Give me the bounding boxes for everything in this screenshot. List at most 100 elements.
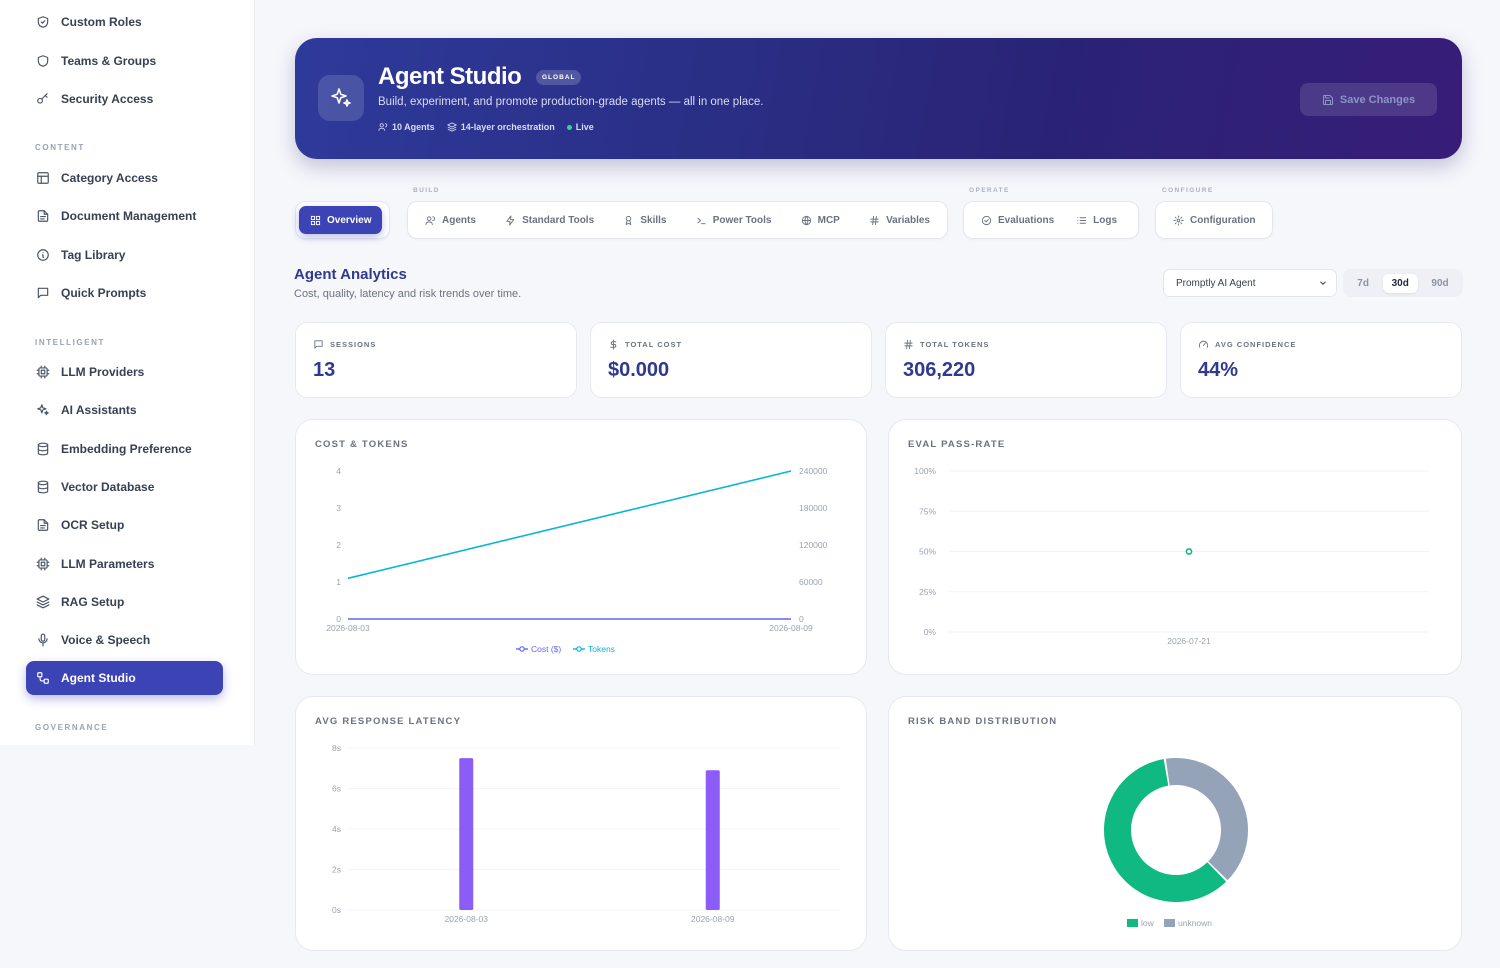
tab-label: Logs (1093, 214, 1118, 226)
chevron-down-icon (1320, 281, 1326, 285)
tab-mcp[interactable]: MCP (790, 206, 851, 234)
range-option-7d[interactable]: 7d (1357, 277, 1369, 289)
layers-icon (35, 594, 51, 610)
award-icon (623, 215, 634, 226)
save-changes-label: Save Changes (1339, 93, 1416, 106)
terminal-icon (696, 215, 707, 226)
range-option-90d[interactable]: 90d (1431, 277, 1449, 289)
message-icon (313, 339, 324, 350)
analytics-title: Agent Analytics (294, 266, 407, 283)
page-title: Agent Studio (378, 63, 522, 90)
agent-select-value: Promptly AI Agent (1176, 277, 1256, 289)
sidebar-item-quick-prompts[interactable]: Quick Prompts (26, 276, 223, 310)
y-right-tick: 0 (799, 614, 804, 624)
sidebar-item-tag-library[interactable]: Tag Library (26, 238, 223, 272)
legend-swatch-unknown (1164, 919, 1175, 927)
chart-card-latency: AVG RESPONSE LATENCY 0s 2s 4s 6s 8s 2026-08-0… (295, 696, 867, 951)
kpi-value: $0.000 (608, 359, 670, 381)
agent-select[interactable]: Promptly AI Agent (1163, 269, 1337, 297)
sidebar-item-label: Category Access (61, 171, 158, 185)
sidebar-item-label: Embedding Preference (61, 441, 192, 456)
tab-overview[interactable]: Overview (299, 206, 383, 234)
legend-tokens-marker (576, 646, 582, 652)
section-label-intelligent: INTELLIGENT (35, 338, 106, 347)
layout-icon (35, 170, 51, 186)
sidebar-item-label: Quick Prompts (61, 285, 147, 300)
tab-power-tools[interactable]: Power Tools (685, 206, 783, 234)
y-right-tick: 240000 (799, 466, 828, 476)
save-changes-button[interactable]: Save Changes (1300, 83, 1437, 116)
sidebar-item-label: RAG Setup (61, 594, 125, 609)
range-option-30d[interactable]: 30d (1382, 273, 1418, 293)
tab-label: MCP (817, 214, 840, 226)
sidebar-item-label: Agent Studio (61, 671, 136, 686)
sidebar-item-label: Voice & Speech (61, 633, 151, 648)
range-toggle: 7d 30d 90d (1343, 269, 1463, 297)
tab-agents[interactable]: Agents (414, 206, 487, 234)
cpu-icon (35, 556, 51, 572)
kpi-value: 13 (313, 359, 336, 381)
sparkles-icon (318, 75, 364, 121)
sidebar-item-teams-groups[interactable]: Teams & Groups (26, 44, 223, 78)
kpi-value: 44% (1198, 359, 1239, 381)
tab-group-label-build: BUILD (413, 187, 440, 194)
tab-group-label-operate: OPERATE (969, 187, 1010, 194)
sidebar-item-voice-speech[interactable]: Voice & Speech (26, 623, 223, 657)
hero-banner: Agent Studio GLOBAL Build, experiment, a… (295, 38, 1462, 159)
y-tick: 25% (919, 587, 936, 597)
tab-label: Skills (640, 214, 667, 226)
sidebar-item-vector-database[interactable]: Vector Database (26, 470, 223, 504)
x-tick: 2026-08-09 (691, 914, 735, 924)
chart-card-cost-tokens: COST & TOKENS 0 1 2 3 4 0 60000 120000 180000 240… (295, 419, 867, 675)
tab-skills[interactable]: Skills (612, 206, 677, 234)
agents-count: 10 Agents (378, 122, 435, 132)
kpi-label-row: AVG CONFIDENCE (1198, 339, 1296, 350)
sidebar: Custom Roles Teams & Groups Security Acces… (0, 0, 255, 745)
globe-icon (801, 215, 812, 226)
tab-logs[interactable]: Logs (1065, 206, 1128, 234)
list-icon (1076, 215, 1087, 226)
x-tick: 2026-08-03 (445, 914, 489, 924)
analytics-subtitle: Cost, quality, latency and risk trends o… (294, 288, 522, 300)
chart-card-risk: RISK BAND DISTRIBUTION low unknown (888, 696, 1462, 951)
kpi-value: 306,220 (903, 359, 976, 381)
sidebar-item-custom-roles[interactable]: Custom Roles (26, 5, 223, 39)
sidebar-item-llm-parameters[interactable]: LLM Parameters (26, 547, 223, 581)
hero-meta: 10 Agents 14-layer orchestration Live (378, 122, 594, 132)
tab-evaluations[interactable]: Evaluations (970, 206, 1065, 234)
sidebar-item-agent-studio[interactable]: Agent Studio (26, 661, 223, 696)
microphone-icon (35, 632, 51, 648)
users-icon (425, 215, 436, 226)
tokens-series-line (347, 470, 792, 580)
live-dot-icon (566, 124, 572, 130)
save-icon (1322, 94, 1333, 105)
sidebar-item-label: LLM Providers (61, 365, 145, 379)
info-icon (35, 247, 51, 263)
risk-chart: low unknown (1104, 758, 1248, 928)
y-right-tick: 60000 (799, 577, 823, 587)
eval-point (1185, 548, 1193, 555)
sidebar-item-label: Tag Library (61, 247, 126, 262)
tab-label: Evaluations (998, 214, 1055, 226)
y-right-tick: 120000 (799, 540, 828, 550)
kpi-label-row: SESSIONS (313, 339, 376, 350)
sidebar-item-security-access[interactable]: Security Access (26, 82, 223, 116)
database-icon (35, 479, 51, 495)
sidebar-item-document-management[interactable]: Document Management (26, 199, 223, 233)
tab-standard-tools[interactable]: Standard Tools (494, 206, 605, 234)
tab-group-build: Agents Standard Tools Skills Power Tools MCP… (407, 201, 948, 239)
tab-variables[interactable]: Variables (858, 206, 941, 234)
shield-icon (35, 53, 51, 69)
sidebar-item-llm-providers[interactable]: LLM Providers (26, 355, 223, 389)
y-right-tick: 180000 (799, 503, 828, 513)
sidebar-item-embedding-preference[interactable]: Embedding Preference (26, 432, 223, 466)
sidebar-item-label: OCR Setup (61, 518, 125, 533)
sidebar-item-rag-setup[interactable]: RAG Setup (26, 585, 223, 619)
sidebar-item-ai-assistants[interactable]: AI Assistants (26, 393, 223, 427)
sidebar-item-label: AI Assistants (61, 403, 137, 418)
tab-configuration[interactable]: Configuration (1162, 206, 1267, 234)
sidebar-item-category-access[interactable]: Category Access (26, 161, 223, 195)
sidebar-item-ocr-setup[interactable]: OCR Setup (26, 508, 223, 542)
sidebar-item-label: LLM Parameters (61, 556, 155, 571)
y-tick: 50% (919, 547, 936, 557)
